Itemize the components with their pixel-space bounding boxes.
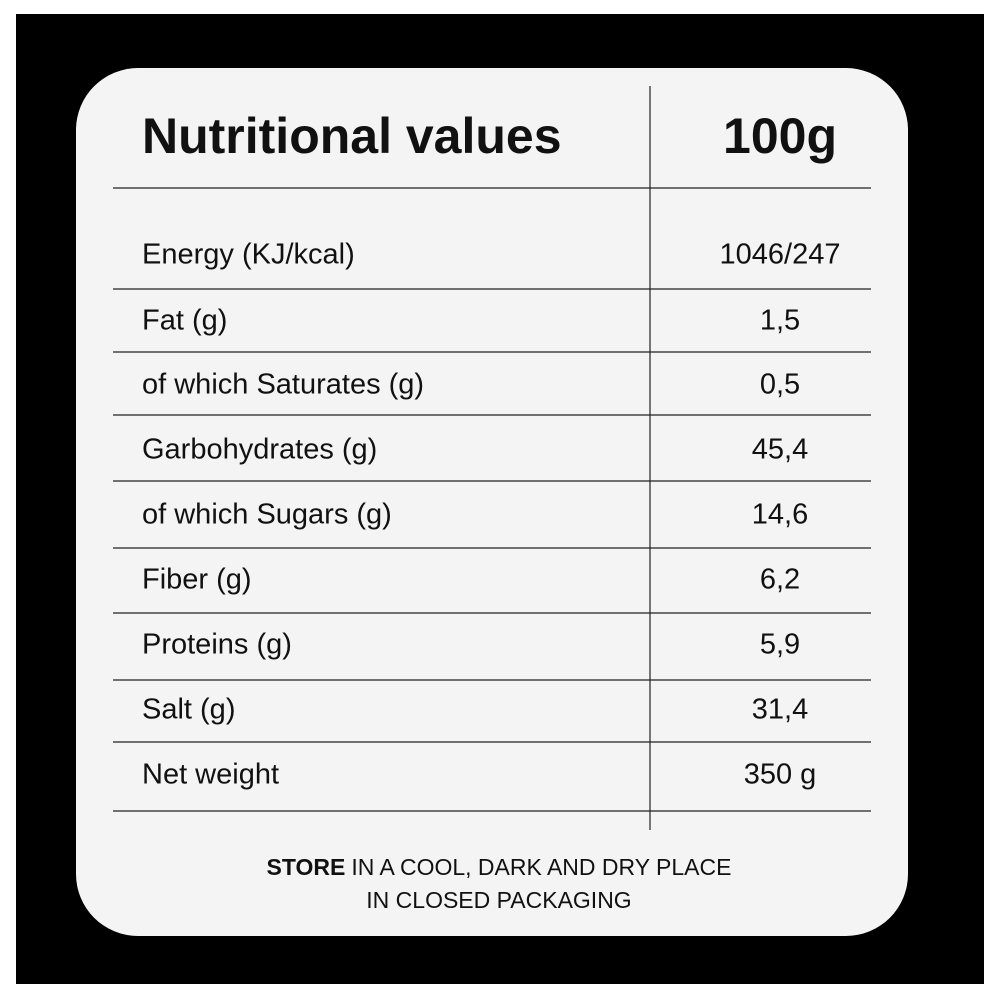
row-value: 31,4 <box>752 694 808 726</box>
footer-line: STORE IN A COOL, DARK AND DRY PLACE <box>267 854 732 880</box>
row-value: 6,2 <box>760 564 800 596</box>
footer-text: IN A COOL, DARK AND DRY PLACE <box>351 854 731 880</box>
row-label: Fiber (g) <box>142 564 252 596</box>
row-label: Garbohydrates (g) <box>142 434 377 466</box>
footer-line: IN CLOSED PACKAGING <box>366 887 631 913</box>
row-value: 14,6 <box>752 499 808 531</box>
row-value: 1,5 <box>760 305 800 337</box>
row-label: of which Saturates (g) <box>142 369 424 401</box>
row-value: 0,5 <box>760 369 800 401</box>
row-label: Net weight <box>142 759 279 791</box>
row-label: Proteins (g) <box>142 629 292 661</box>
row-value: 5,9 <box>760 629 800 661</box>
row-label: of which Sugars (g) <box>142 499 392 531</box>
row-value: 350 g <box>744 759 817 791</box>
row-value: 1046/247 <box>720 239 841 271</box>
row-label: Salt (g) <box>142 694 235 726</box>
table: Energy (KJ/kcal) 1046/247 Fat (g) 1,5 of whi… <box>113 239 871 812</box>
header-amount: 100g <box>723 108 837 164</box>
row-label: Energy (KJ/kcal) <box>142 239 355 271</box>
footer-bold: STORE <box>267 854 346 880</box>
row-label: Fat (g) <box>142 305 227 337</box>
panel <box>76 68 908 936</box>
header-title: Nutritional values <box>142 108 562 164</box>
row-value: 45,4 <box>752 434 808 466</box>
